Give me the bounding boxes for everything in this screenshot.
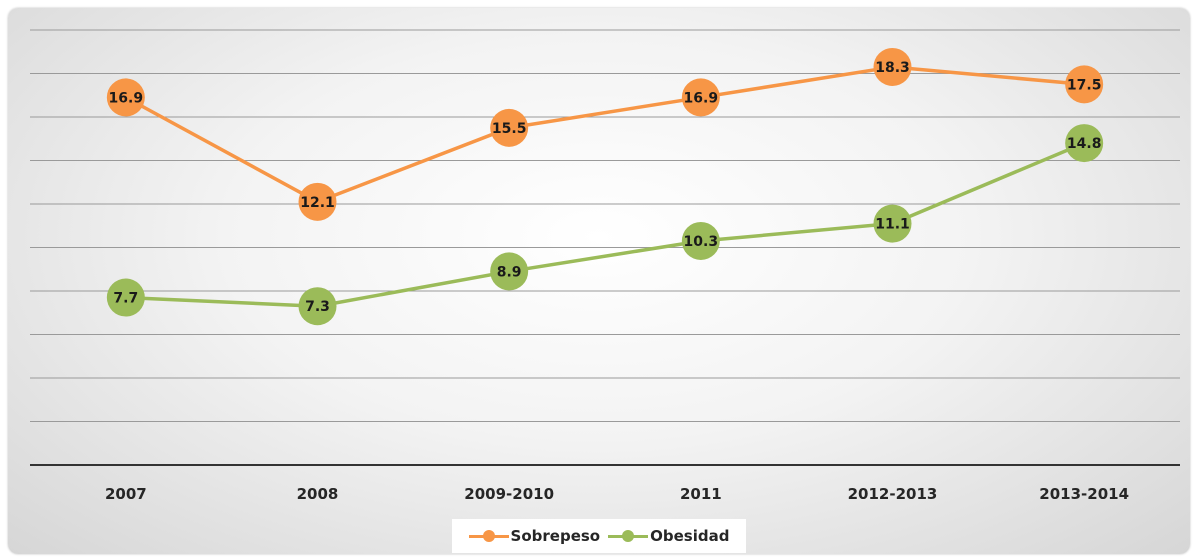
x-tick-label: 2012-2013 (848, 485, 938, 503)
series-line (125, 141, 1085, 308)
data-label: 7.7 (113, 291, 138, 307)
data-point (873, 47, 912, 86)
data-point (490, 108, 529, 147)
data-label: 16.9 (109, 90, 144, 106)
legend-marker-sobrepeso (468, 529, 509, 543)
data-point (1065, 65, 1104, 104)
x-tick-label: 2007 (105, 485, 147, 503)
x-tick-label: 2011 (680, 485, 722, 503)
data-label: 12.1 (300, 195, 335, 211)
data-label: 8.9 (497, 264, 522, 280)
data-label: 14.8 (1067, 136, 1102, 152)
data-point (1065, 124, 1104, 163)
data-point (298, 287, 337, 326)
data-label: 16.9 (684, 90, 719, 106)
data-label: 11.1 (875, 217, 910, 233)
legend-item-obesidad: Obesidad (608, 527, 729, 545)
legend: Sobrepeso Obesidad (452, 519, 746, 553)
data-label: 7.3 (305, 299, 330, 315)
data-point (873, 204, 912, 243)
data-point (681, 78, 720, 117)
data-point (298, 182, 337, 221)
data-point (106, 278, 145, 317)
x-tick-label: 2009-2010 (464, 485, 554, 503)
x-tick-label: 2008 (297, 485, 339, 503)
data-label: 17.5 (1067, 77, 1102, 93)
legend-label-sobrepeso: Sobrepeso (510, 527, 601, 545)
legend-label-obesidad: Obesidad (650, 527, 730, 545)
series-points: 16.9 12.1 15.5 16.9 18.3 17.5 7.7 7.3 8.9 10.3 11.… (106, 47, 1104, 326)
series-lines (124, 65, 1085, 308)
x-axis: 2007 2008 2009-2010 2011 2012-2013 2013-2014 (105, 485, 1129, 503)
data-point (681, 221, 720, 260)
legend-item-sobrepeso: Sobrepeso (468, 527, 601, 545)
data-label: 15.5 (492, 121, 527, 137)
data-point (106, 78, 145, 117)
data-label: 18.3 (875, 60, 910, 76)
data-point (490, 252, 529, 291)
x-tick-label: 2013-2014 (1039, 485, 1129, 503)
chart-panel (8, 8, 1190, 554)
data-label: 10.3 (684, 234, 719, 250)
gridlines (30, 29, 1180, 466)
series-line (124, 65, 1085, 204)
legend-marker-obesidad (608, 529, 649, 543)
